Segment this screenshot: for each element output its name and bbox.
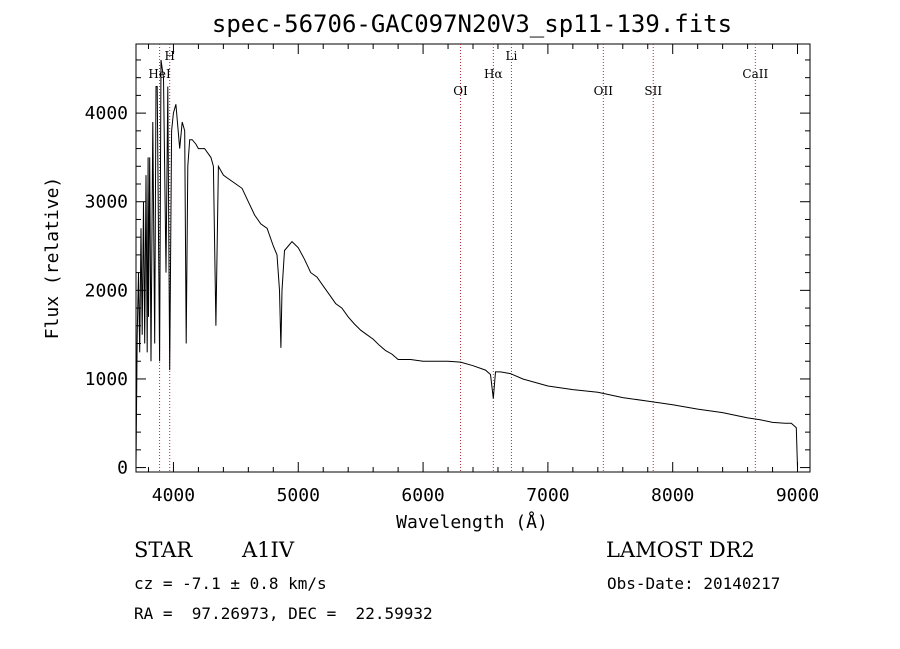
subclass-label: A1IV [242, 538, 294, 562]
y-tick-label: 4000 [85, 103, 128, 124]
chart-title: spec-56706-GAC097N20V3_sp11-139.fits [212, 10, 732, 38]
y-tick-label: 3000 [85, 192, 128, 213]
marker-label-CaII: CaII [742, 67, 768, 81]
survey-label: LAMOST DR2 [606, 538, 755, 562]
marker-label-Li: Li [506, 49, 518, 63]
x-tick-label: 9000 [776, 485, 819, 506]
y-tick-label: 0 [117, 458, 128, 479]
x-tick-label: 8000 [651, 485, 694, 506]
y-tick-label: 1000 [85, 369, 128, 390]
y-tick-label: 2000 [85, 280, 128, 301]
x-axis-label: Wavelength (Å) [396, 511, 548, 533]
marker-label-OI: OI [453, 84, 468, 98]
x-tick-label: 4000 [152, 485, 195, 506]
redshift-line: cz = -7.1 ± 0.8 km/s [134, 574, 327, 593]
y-axis-ticks: 0 1000 2000 3000 4000 [85, 59, 810, 479]
obs-date-line: Obs-Date: 20140217 [607, 574, 781, 593]
x-tick-label: 6000 [401, 485, 444, 506]
x-axis-ticks: 4000 5000 6000 7000 8000 9000 [147, 44, 819, 506]
object-type-label: STAR [134, 538, 193, 562]
marker-label-SII: SII [644, 84, 662, 98]
plot-frame [135, 43, 811, 473]
coordinates-line: RA = 97.26973, DEC = 22.59932 [134, 604, 433, 623]
marker-label-OII: OII [594, 84, 614, 98]
marker-label-HeI: HeI [148, 67, 171, 81]
marker-label-Hα: Hα [484, 67, 503, 81]
y-axis-label: Flux (relative) [42, 177, 63, 340]
x-tick-label: 7000 [526, 485, 569, 506]
x-tick-label: 5000 [277, 485, 320, 506]
marker-label-H: H [164, 49, 174, 63]
spectrum-line [135, 59, 798, 468]
